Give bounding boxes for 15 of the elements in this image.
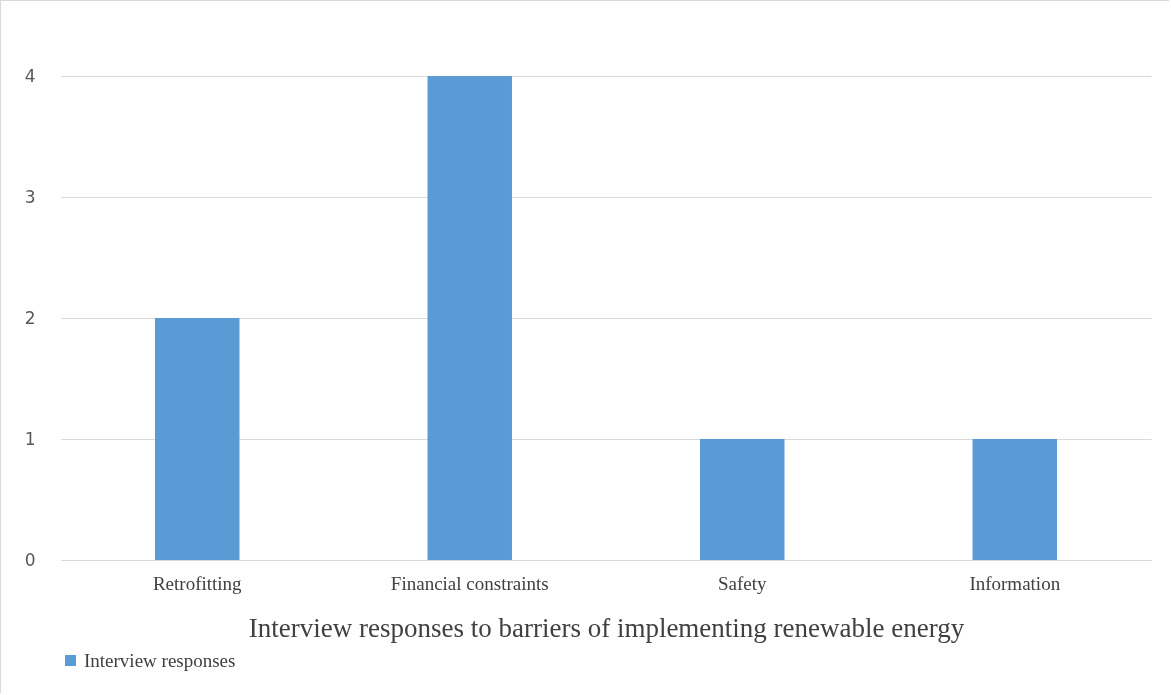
legend-label: Interview responses xyxy=(84,649,236,671)
bar xyxy=(155,318,240,560)
y-tick-label: 1 xyxy=(24,428,36,449)
x-axis-title: Interview responses to barriers of implementing renewable energy xyxy=(248,612,965,643)
y-tick-label: 2 xyxy=(24,307,36,328)
x-tick-label: Retrofitting xyxy=(152,572,243,594)
bar xyxy=(700,439,785,560)
bar xyxy=(427,76,512,560)
bar xyxy=(972,439,1057,560)
x-tick-label: Information xyxy=(969,572,1061,594)
y-tick-label: 3 xyxy=(24,186,36,207)
x-tick-label: Safety xyxy=(717,572,768,594)
y-tick-label: 4 xyxy=(24,65,36,86)
x-tick-label: Financial constraints xyxy=(390,572,549,594)
y-tick-label: 0 xyxy=(24,549,36,570)
